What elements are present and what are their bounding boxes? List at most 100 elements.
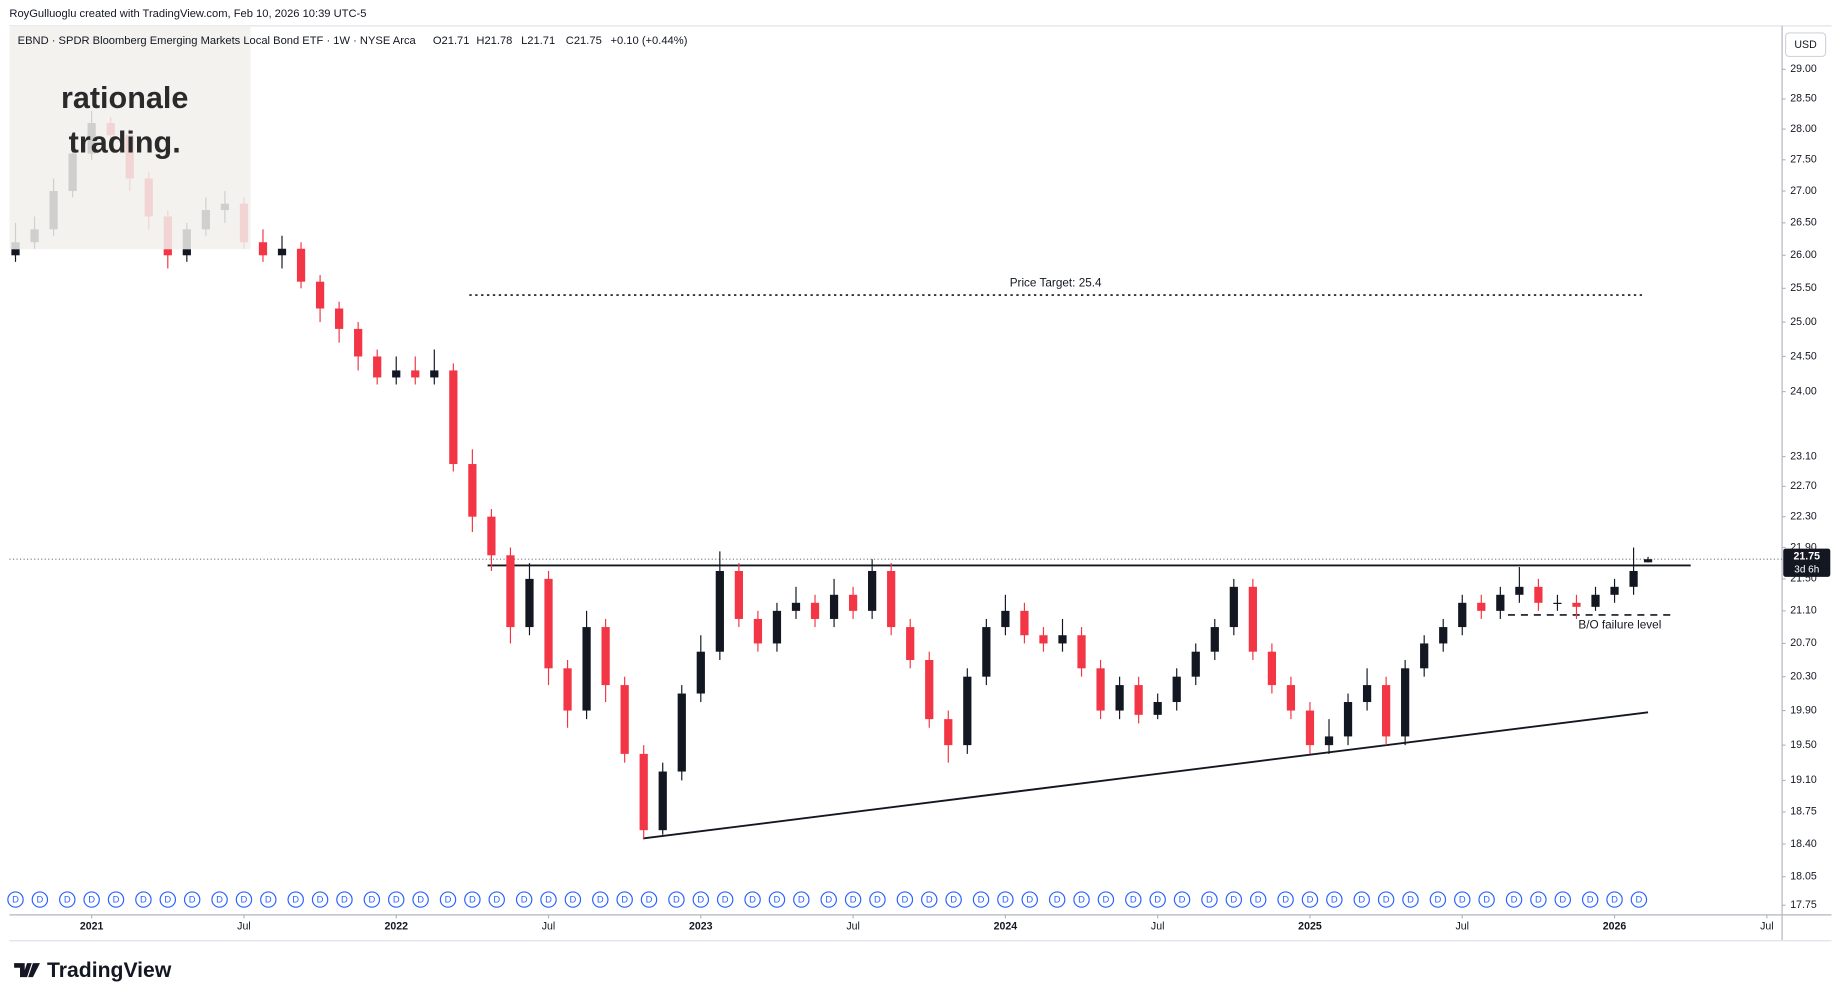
candle-body: [1629, 570, 1638, 587]
candle-body: [677, 693, 686, 772]
candle-body: [1134, 685, 1143, 715]
y-tick-label: 25.00: [1790, 316, 1817, 328]
logo-text: TradingView: [47, 959, 172, 982]
dividend-label: D: [36, 894, 43, 905]
y-tick-label: 23.10: [1790, 450, 1817, 462]
symbol: EBND · SPDR Bloomberg Emerging Markets L…: [18, 35, 417, 47]
dividend-label: D: [774, 894, 781, 905]
line-label: Price Target: 25.4: [1010, 276, 1102, 289]
dividend-marker: [1606, 891, 1623, 908]
dividend-marker: [107, 891, 125, 908]
dividend-marker: [972, 891, 990, 908]
dividend-label: D: [1054, 894, 1061, 905]
candle-body: [1643, 559, 1653, 563]
dividend-label: D: [1103, 894, 1110, 905]
candle-body: [1229, 586, 1238, 628]
dividend-label: D: [1230, 894, 1237, 905]
dividend-label: D: [1511, 894, 1518, 905]
dividend-marker: [768, 891, 786, 908]
dividend-marker: [1429, 891, 1447, 908]
dividend-marker: [488, 891, 505, 908]
trendline: [642, 711, 1649, 840]
y-tick-label: 29.00: [1790, 63, 1817, 75]
ohlc-value: +0.10 (+0.44%): [610, 35, 687, 47]
candle-body: [1477, 602, 1486, 611]
y-tick-label: 22.70: [1790, 480, 1817, 492]
candle-body: [1172, 676, 1181, 703]
dividend-label: D: [1587, 894, 1594, 905]
dividend-marker: [1301, 891, 1319, 908]
candle-body: [1553, 602, 1562, 604]
dividend-label: D: [265, 894, 272, 905]
dividend-marker: [1478, 891, 1495, 908]
dividend-marker: [1277, 891, 1294, 908]
dividend-label: D: [64, 894, 71, 905]
currency-box[interactable]: [1785, 32, 1827, 58]
y-tick-label: 21.90: [1790, 541, 1817, 553]
dividend-label: D: [216, 894, 223, 905]
dividend-label: D: [341, 894, 348, 905]
dividend-label: D: [798, 894, 805, 905]
y-tick-label: 26.50: [1790, 217, 1817, 229]
dividend-marker: [1201, 891, 1218, 908]
y-tick-label: 19.90: [1790, 704, 1817, 716]
y-tick-label: 21.50: [1790, 573, 1817, 585]
currency: USD: [1794, 39, 1817, 51]
candle-body: [563, 668, 572, 711]
dividend-label: D: [978, 894, 985, 905]
candle-body: [715, 570, 724, 652]
watermark: rationale: [61, 81, 188, 115]
candle-body: [868, 570, 877, 611]
candle-body: [1267, 651, 1277, 686]
watermark-box: [9, 25, 251, 250]
dividend-label: D: [1307, 894, 1314, 905]
x-tick-label: Jul: [237, 920, 251, 932]
dividend-marker: [1353, 891, 1370, 908]
dividend-label: D: [722, 894, 729, 905]
dividend-label: D: [1383, 894, 1390, 905]
dividend-marker: [1073, 891, 1090, 908]
candle-body: [1077, 635, 1086, 669]
dividend-marker: [287, 891, 304, 908]
dividend-label: D: [1026, 894, 1033, 905]
candle-body: [601, 627, 610, 686]
dividend-label: D: [1206, 894, 1213, 905]
dividend-marker: [1125, 891, 1142, 908]
dividend-marker: [592, 891, 609, 908]
candle-body: [772, 610, 782, 644]
candle-body: [354, 328, 363, 357]
x-tick-label: 2021: [80, 920, 104, 932]
candle-body: [925, 659, 934, 720]
candle-body: [1534, 586, 1543, 603]
dividend-label: D: [88, 894, 95, 905]
dividend-label: D: [12, 894, 19, 905]
candle-body: [430, 370, 439, 378]
dividend-label: D: [189, 894, 196, 905]
candle-body: [373, 356, 382, 378]
dividend-label: D: [621, 894, 628, 905]
candle-body: [1572, 602, 1581, 607]
dividend-label: D: [1002, 894, 1009, 905]
dividend-marker: [921, 891, 938, 908]
dividend-marker: [640, 891, 658, 908]
dividend-marker: [183, 891, 201, 908]
y-tick-label: 27.00: [1790, 185, 1817, 197]
dividend-marker: [387, 891, 405, 908]
dividend-label: D: [545, 894, 552, 905]
dividend-marker: [540, 891, 557, 908]
dividend-marker: [83, 891, 100, 908]
x-tick-label: Jul: [1151, 920, 1165, 932]
dividend-marker: [997, 891, 1014, 908]
candle-body: [829, 594, 839, 619]
candle-body: [1381, 685, 1391, 737]
dividend-marker: [692, 891, 710, 908]
candle-body: [468, 464, 477, 517]
candle-body: [258, 242, 268, 256]
y-tick-label: 24.50: [1790, 350, 1817, 362]
dividend-marker: [844, 891, 862, 908]
candle-body: [906, 627, 915, 660]
candle-body: [1039, 635, 1048, 644]
x-tick-label: 2022: [384, 920, 408, 932]
